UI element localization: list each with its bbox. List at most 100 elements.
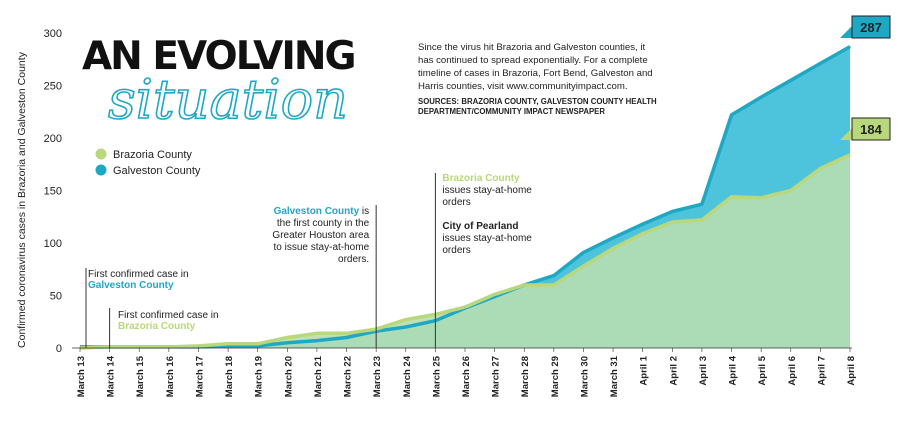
title-line1: AN EVOLVING bbox=[82, 34, 355, 79]
point-brazoria bbox=[612, 247, 614, 249]
annotation-line: First confirmed case in bbox=[88, 269, 189, 280]
point-galveston bbox=[405, 326, 407, 328]
y-tick-label: 0 bbox=[56, 343, 62, 355]
point-galveston bbox=[464, 307, 466, 309]
annotation-line: issues stay-at-home bbox=[442, 233, 532, 244]
intro-line: timeline of cases in Brazoria, Fort Bend… bbox=[418, 68, 653, 79]
title-line2: situation bbox=[108, 68, 348, 131]
point-brazoria bbox=[346, 332, 348, 334]
end-badge-brazoria bbox=[851, 117, 891, 141]
annotation-line: First confirmed case in bbox=[118, 310, 219, 321]
x-tick-label: March 30 bbox=[580, 356, 591, 397]
x-tick-label: April 7 bbox=[816, 356, 827, 386]
point-galveston bbox=[79, 346, 81, 348]
point-galveston bbox=[286, 342, 288, 344]
x-tick-label: March 13 bbox=[76, 356, 87, 397]
point-brazoria bbox=[760, 197, 762, 199]
intro-line: has continued to spread exponentially. F… bbox=[418, 55, 648, 66]
point-galveston bbox=[316, 340, 318, 342]
annotation-line: issues stay-at-home bbox=[442, 185, 532, 196]
point-galveston bbox=[553, 275, 555, 277]
y-tick-label: 150 bbox=[44, 186, 62, 198]
y-tick-label: 300 bbox=[44, 28, 62, 40]
annotation-line: orders bbox=[442, 197, 470, 208]
point-galveston bbox=[582, 251, 584, 253]
sources-line: SOURCES: BRAZORIA COUNTY, GALVESTON COUN… bbox=[418, 97, 657, 106]
point-brazoria bbox=[464, 306, 466, 308]
y-tick-label: 200 bbox=[44, 133, 62, 145]
annotation-line: the first county in the bbox=[277, 218, 370, 229]
x-tick-label: March 21 bbox=[313, 355, 324, 397]
annotation-line: Brazoria County bbox=[442, 173, 520, 184]
point-brazoria bbox=[138, 346, 140, 348]
point-brazoria bbox=[553, 284, 555, 286]
x-tick-label: April 2 bbox=[668, 356, 679, 386]
intro-block: Since the virus hit Brazoria and Galvest… bbox=[418, 42, 657, 116]
end-badge-galveston-text: 287 bbox=[860, 20, 882, 35]
intro-line: Since the virus hit Brazoria and Galvest… bbox=[418, 42, 646, 53]
point-galveston bbox=[819, 62, 821, 64]
x-tick-label: March 15 bbox=[135, 355, 146, 397]
axes-layer: 0 50 100 150 200 250 300 March 13 March 14 March … bbox=[44, 28, 857, 397]
annotation-line: to issue stay-at-home bbox=[274, 242, 370, 253]
x-tick-label: March 14 bbox=[106, 355, 117, 397]
point-brazoria bbox=[523, 284, 525, 286]
point-brazoria bbox=[582, 265, 584, 267]
point-brazoria bbox=[227, 343, 229, 345]
annotation-line: City of Pearland bbox=[442, 221, 518, 232]
annotation-line: Greater Houston area bbox=[272, 230, 369, 241]
y-axis-label: Confirmed coronavirus cases in Brazoria … bbox=[16, 51, 28, 348]
point-galveston bbox=[227, 345, 229, 347]
point-galveston bbox=[701, 203, 703, 205]
x-tick-label: March 16 bbox=[165, 356, 176, 397]
annotation-line: Galveston County bbox=[88, 280, 174, 291]
annotation-line: orders. bbox=[338, 254, 369, 265]
point-brazoria bbox=[286, 337, 288, 338]
x-tick-label: March 29 bbox=[550, 356, 561, 397]
x-tick-label: March 27 bbox=[491, 356, 502, 397]
x-tick-label: March 28 bbox=[520, 356, 531, 397]
area-brazoria bbox=[80, 154, 850, 348]
sources-line: DEPARTMENT/COMMUNITY IMPACT NEWSPAPER bbox=[418, 107, 605, 116]
point-galveston bbox=[760, 96, 762, 98]
point-brazoria bbox=[819, 167, 821, 169]
end-badge-brazoria-pointer bbox=[840, 128, 852, 140]
point-brazoria bbox=[316, 332, 318, 334]
x-tick-label: March 24 bbox=[402, 355, 413, 397]
end-badge-galveston-pointer bbox=[840, 26, 852, 38]
point-brazoria bbox=[494, 293, 496, 295]
end-badges: 287 184 bbox=[840, 15, 891, 141]
legend: Brazoria County Galveston County bbox=[95, 148, 201, 177]
x-tick-label: March 26 bbox=[461, 356, 472, 397]
annotation-line: Brazoria County bbox=[118, 321, 196, 332]
point-galveston bbox=[612, 237, 614, 239]
point-brazoria bbox=[671, 221, 673, 223]
end-badge-brazoria-text: 184 bbox=[860, 122, 882, 137]
point-brazoria bbox=[168, 346, 170, 348]
point-brazoria bbox=[701, 219, 703, 221]
x-tick-label: April 5 bbox=[757, 355, 768, 385]
y-tick-label: 250 bbox=[44, 81, 62, 93]
annotation-line: orders bbox=[442, 245, 470, 256]
legend-swatch-brazoria bbox=[95, 148, 107, 160]
x-tick-label: March 17 bbox=[195, 356, 206, 397]
annotation-line: Galveston County is bbox=[274, 206, 370, 217]
point-galveston bbox=[257, 345, 259, 347]
end-badge-galveston bbox=[851, 15, 891, 39]
point-brazoria bbox=[257, 343, 259, 345]
x-tick-label: April 1 bbox=[639, 355, 650, 385]
point-galveston bbox=[494, 296, 496, 298]
point-galveston bbox=[849, 46, 851, 48]
legend-swatch-galveston bbox=[95, 164, 107, 176]
intro-line: Harris counties, visit www.communityimpa… bbox=[418, 81, 628, 92]
point-brazoria bbox=[731, 196, 733, 198]
point-brazoria bbox=[642, 233, 644, 235]
point-galveston bbox=[346, 337, 348, 338]
x-tick-label: March 31 bbox=[609, 355, 620, 397]
point-brazoria bbox=[849, 154, 851, 156]
point-galveston bbox=[671, 211, 673, 212]
y-tick-label: 100 bbox=[44, 238, 62, 250]
point-galveston bbox=[790, 79, 792, 81]
